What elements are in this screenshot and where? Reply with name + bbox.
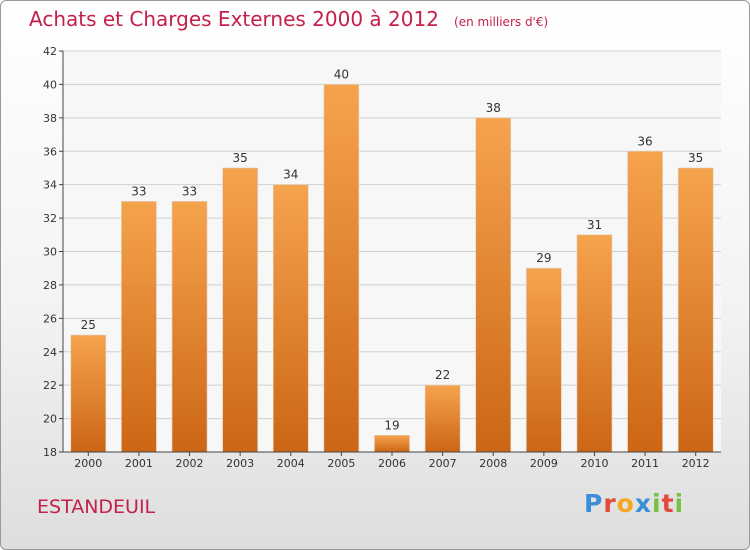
bar xyxy=(70,334,107,453)
bar-value-label: 35 xyxy=(233,151,248,165)
logo-letter: x xyxy=(634,489,652,518)
bar-value-label: 31 xyxy=(587,218,602,232)
y-tick-label: 40 xyxy=(43,78,57,91)
bar-value-label: 40 xyxy=(334,67,349,81)
x-tick-label: 2001 xyxy=(125,457,153,470)
commune-name: ESTANDEUIL xyxy=(37,496,156,518)
y-tick-label: 28 xyxy=(43,279,57,292)
bar-value-label: 29 xyxy=(536,251,551,265)
y-tick-label: 22 xyxy=(43,379,57,392)
logo-letter: o xyxy=(616,489,635,518)
y-tick-label: 34 xyxy=(43,179,57,192)
bar-value-label: 22 xyxy=(435,368,450,382)
x-tick-label: 2010 xyxy=(580,457,608,470)
bar xyxy=(475,117,512,453)
logo-letter: r xyxy=(603,489,617,518)
y-tick-label: 26 xyxy=(43,312,57,325)
bar xyxy=(222,167,258,453)
y-tick-label: 18 xyxy=(43,446,57,459)
bar xyxy=(323,84,360,453)
x-tick-label: 2007 xyxy=(429,457,457,470)
y-tick-label: 24 xyxy=(43,346,57,359)
x-tick-label: 2008 xyxy=(479,457,507,470)
bar-value-label: 33 xyxy=(182,184,197,198)
bar xyxy=(374,434,410,453)
chart-unit: (en milliers d'€) xyxy=(454,15,549,29)
bar xyxy=(424,384,461,453)
x-tick-label: 2000 xyxy=(74,457,102,470)
bar-value-label: 35 xyxy=(688,151,703,165)
x-tick-label: 2002 xyxy=(176,457,204,470)
y-tick-label: 30 xyxy=(43,246,57,259)
x-tick-label: 2006 xyxy=(378,457,406,470)
x-tick-label: 2004 xyxy=(277,457,305,470)
x-tick-label: 2011 xyxy=(631,457,659,470)
bar-value-label: 36 xyxy=(637,134,652,148)
x-tick-label: 2003 xyxy=(226,457,254,470)
bar xyxy=(526,267,562,453)
bar-value-label: 34 xyxy=(283,168,298,182)
bar xyxy=(171,201,208,453)
y-tick-label: 38 xyxy=(43,112,57,125)
logo-letter: i xyxy=(652,489,662,518)
chart-title: Achats et Charges Externes 2000 à 2012 xyxy=(29,7,439,31)
logo-letter: P xyxy=(584,489,604,518)
proxiti-logo: Proxiti xyxy=(584,489,684,518)
x-tick-label: 2012 xyxy=(682,457,710,470)
bar xyxy=(272,184,309,453)
bar-value-label: 33 xyxy=(131,184,146,198)
bar-value-label: 38 xyxy=(486,101,501,115)
bar-value-label: 19 xyxy=(384,418,399,432)
bar xyxy=(121,201,157,453)
y-tick-label: 42 xyxy=(43,45,57,58)
x-tick-label: 2005 xyxy=(327,457,355,470)
x-tick-label: 2009 xyxy=(530,457,558,470)
logo-letter: i xyxy=(674,489,685,518)
logo-letter: t xyxy=(661,489,675,518)
y-tick-label: 20 xyxy=(43,413,57,426)
y-tick-label: 32 xyxy=(43,212,57,225)
title-row: Achats et Charges Externes 2000 à 2012 (… xyxy=(29,7,548,31)
bar-value-label: 25 xyxy=(81,318,96,332)
bar xyxy=(627,150,663,453)
bar xyxy=(576,234,613,453)
y-tick-label: 36 xyxy=(43,145,57,158)
bar xyxy=(677,167,714,453)
